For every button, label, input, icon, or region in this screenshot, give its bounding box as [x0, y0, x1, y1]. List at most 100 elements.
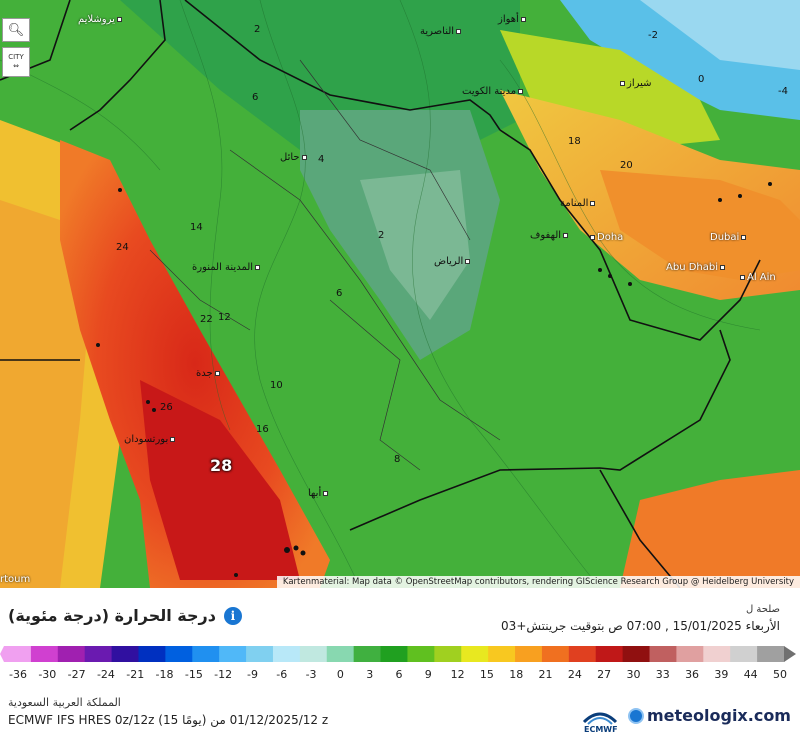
colorbar-segment [353, 646, 382, 662]
contour-label: 8 [394, 454, 401, 465]
colorbar-tick-label: -24 [96, 668, 115, 681]
colorbar-segment [219, 646, 247, 662]
scale-label: CITY [8, 53, 24, 61]
colorbar-segment [757, 646, 785, 662]
colorbar-tick-label: -9 [246, 668, 258, 681]
colorbar-segment [4, 646, 32, 662]
colorbar-segment [30, 646, 59, 662]
colorbar-segment [246, 646, 274, 662]
temperature-field [0, 0, 800, 588]
title-row: درجة الحرارة (درجة مئوية) i [8, 606, 242, 625]
contour-label: 12 [218, 312, 231, 323]
contour-label: -2 [648, 30, 658, 41]
colorbar-tick-label: -18 [155, 668, 174, 681]
location-label: صلحة ل [745, 604, 780, 615]
legend-panel: درجة الحرارة (درجة مئوية) i صلحة ل الأرب… [0, 588, 800, 744]
parameter-title: درجة الحرارة (درجة مئوية) [8, 606, 216, 625]
city-label[interactable]: Doha [590, 232, 623, 243]
contour-label: -4 [778, 86, 788, 97]
colorbar-segment [541, 646, 570, 662]
city-label[interactable]: الرياض [434, 256, 471, 267]
contour-label: 4 [318, 154, 325, 165]
weather-map[interactable]: 🔍︎ CITY ⇔ يروشلايم أهواز الناصرية شيراز … [0, 0, 800, 588]
colorbar-segment [676, 646, 704, 662]
colorbar-segment [380, 646, 408, 662]
colorbar-segment [515, 646, 543, 662]
colorbar-tick-label: 50 [773, 668, 787, 681]
city-label[interactable]: الناصرية [420, 26, 462, 37]
ecmwf-label: ECMWF [584, 725, 618, 734]
magnifier-icon: 🔍︎ [7, 22, 25, 38]
city-label[interactable]: بورتسودان [124, 434, 176, 445]
city-label[interactable]: المنامة [560, 198, 596, 209]
colorbar-segment [192, 646, 220, 662]
colorbar-segment [488, 646, 516, 662]
scale-control[interactable]: CITY ⇔ [2, 47, 30, 77]
colorbar-tick-label: 36 [685, 668, 700, 681]
colorbar-tick-label: -30 [38, 668, 57, 681]
colorbar-tick-label: 39 [714, 668, 729, 681]
contour-label: 16 [256, 424, 269, 435]
colorbar-segment [622, 646, 651, 662]
colorbar-segment [595, 646, 624, 662]
colorbar-segment [138, 646, 166, 662]
colorbar-tick-label: 44 [743, 668, 758, 681]
contour-label: 26 [160, 402, 173, 413]
city-label[interactable]: أبها [308, 488, 329, 499]
colorbar-tick-label: 27 [597, 668, 612, 681]
city-label[interactable]: Al Ain [740, 272, 776, 283]
city-label[interactable]: الهفوف [530, 230, 569, 241]
colorbar-segment [84, 646, 113, 662]
colorbar-tick-label: 21 [538, 668, 553, 681]
city-label[interactable]: Abu Dhabi [666, 262, 725, 273]
zoom-button[interactable]: 🔍︎ [2, 18, 30, 42]
city-label[interactable]: يروشلايم [78, 14, 122, 25]
scale-arrow-icon: ⇔ [13, 62, 19, 70]
colorbar-tick-label: -15 [184, 668, 203, 681]
city-label[interactable]: شيراز [620, 78, 652, 89]
city-label[interactable]: مدينة الكويت [462, 86, 524, 97]
colorbar-tick-label: -3 [305, 668, 317, 681]
colorbar-segment [434, 646, 462, 662]
colorbar-tick-label: -36 [9, 668, 27, 681]
colorbar-tick-label: 24 [567, 668, 582, 681]
colorbar [0, 646, 796, 662]
model-run-info: ECMWF IFS HRES 0z/12z (15 يومًا) 01/12/2… [8, 713, 329, 727]
colorbar-tick-label: 12 [450, 668, 465, 681]
colorbar-tick-label: -21 [126, 668, 145, 681]
contour-label: 14 [190, 222, 203, 233]
max-value-label: 28 [210, 456, 233, 475]
contour-label: 18 [568, 136, 581, 147]
colorbar-ticks: -36 -30 -27 -24 -21 -18 -15 -12 -9 -6 -3 0 3 6 9 12 15 18… [0, 668, 800, 684]
contour-label: 20 [620, 160, 633, 171]
colorbar-tick-label: 6 [395, 668, 403, 681]
contour-label: 10 [270, 380, 283, 391]
contour-label: 2 [378, 230, 385, 241]
city-label[interactable]: أهواز [498, 14, 526, 25]
city-label[interactable]: المدينة المنورة [192, 262, 261, 273]
colorbar-segment [730, 646, 758, 662]
map-attribution[interactable]: Kartenmaterial: Map data © OpenStreetMap… [276, 576, 800, 588]
contour-label: 0 [698, 74, 705, 85]
colorbar-left-arrow [0, 646, 4, 662]
colorbar-tick-label: 9 [424, 668, 432, 681]
region-label: المملكة العربية السعودية [8, 696, 121, 709]
city-label[interactable]: rtoum [0, 574, 31, 585]
contour-label: 22 [200, 314, 213, 325]
colorbar-segment [407, 646, 435, 662]
contour-label: 6 [252, 92, 259, 103]
ecmwf-logo-icon[interactable] [578, 704, 622, 736]
info-icon[interactable]: i [223, 606, 242, 625]
colorbar-tick-label: -27 [67, 668, 86, 681]
meteologix-label: meteologix.com [647, 706, 791, 725]
city-label[interactable]: حائل [280, 152, 307, 163]
colorbar-tick-label: 30 [626, 668, 641, 681]
meteologix-logo[interactable]: meteologix.com [628, 706, 791, 725]
valid-time: الأربعاء 15/01/2025 , 07:00 ص بتوقيت جري… [501, 619, 780, 633]
colorbar-segment [461, 646, 489, 662]
colorbar-segment [111, 646, 139, 662]
colorbar-segment [299, 646, 328, 662]
colorbar-tick-label: 18 [509, 668, 524, 681]
city-label[interactable]: Dubai [710, 232, 747, 243]
city-label[interactable]: جدة [196, 368, 220, 379]
